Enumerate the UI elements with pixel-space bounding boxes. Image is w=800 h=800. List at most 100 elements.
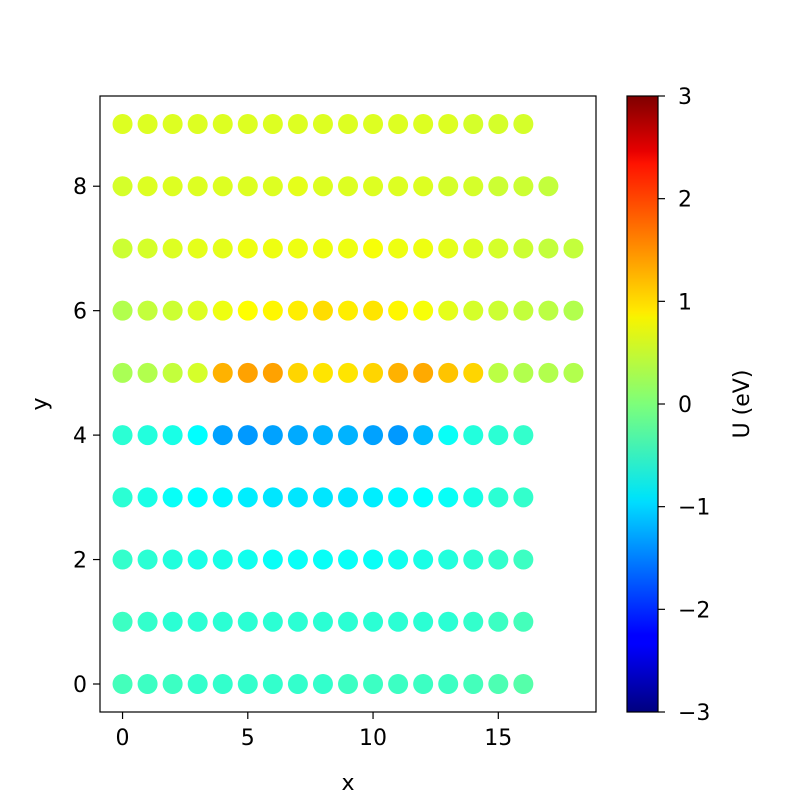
data-point bbox=[188, 425, 208, 445]
data-point bbox=[488, 363, 508, 383]
data-point bbox=[188, 674, 208, 694]
data-point bbox=[138, 487, 158, 507]
x-tick-label: 5 bbox=[241, 726, 255, 751]
data-point bbox=[263, 674, 283, 694]
data-point bbox=[138, 301, 158, 321]
data-point bbox=[488, 487, 508, 507]
data-point bbox=[438, 301, 458, 321]
data-point bbox=[363, 301, 383, 321]
data-point bbox=[238, 238, 258, 258]
data-point bbox=[113, 301, 133, 321]
data-point bbox=[488, 550, 508, 570]
data-point bbox=[438, 487, 458, 507]
data-point bbox=[338, 425, 358, 445]
data-point bbox=[388, 612, 408, 632]
colorbar-ticks: 3210−1−2−3 bbox=[658, 85, 710, 726]
x-tick-label: 0 bbox=[116, 726, 130, 751]
data-points bbox=[113, 114, 584, 694]
data-point bbox=[338, 176, 358, 196]
data-point bbox=[138, 550, 158, 570]
data-point bbox=[513, 114, 533, 134]
data-point bbox=[513, 674, 533, 694]
data-point bbox=[463, 612, 483, 632]
data-point bbox=[338, 550, 358, 570]
data-point bbox=[363, 425, 383, 445]
data-point bbox=[438, 114, 458, 134]
data-point bbox=[538, 301, 558, 321]
data-point bbox=[288, 674, 308, 694]
data-point bbox=[338, 363, 358, 383]
data-point bbox=[238, 301, 258, 321]
data-point bbox=[313, 176, 333, 196]
data-point bbox=[163, 238, 183, 258]
y-tick-label: 4 bbox=[73, 424, 87, 449]
data-point bbox=[413, 612, 433, 632]
data-point bbox=[263, 176, 283, 196]
data-point bbox=[213, 487, 233, 507]
data-point bbox=[188, 612, 208, 632]
data-point bbox=[363, 674, 383, 694]
data-point bbox=[138, 674, 158, 694]
data-point bbox=[188, 363, 208, 383]
data-point bbox=[138, 612, 158, 632]
data-point bbox=[438, 425, 458, 445]
data-point bbox=[288, 612, 308, 632]
data-point bbox=[463, 363, 483, 383]
colorbar bbox=[627, 96, 658, 712]
data-point bbox=[113, 674, 133, 694]
data-point bbox=[288, 363, 308, 383]
data-point bbox=[413, 301, 433, 321]
data-point bbox=[113, 114, 133, 134]
data-point bbox=[288, 550, 308, 570]
data-point bbox=[213, 176, 233, 196]
data-point bbox=[488, 238, 508, 258]
data-point bbox=[188, 176, 208, 196]
data-point bbox=[138, 238, 158, 258]
data-point bbox=[238, 487, 258, 507]
data-point bbox=[213, 363, 233, 383]
data-point bbox=[238, 674, 258, 694]
data-point bbox=[163, 612, 183, 632]
data-point bbox=[313, 674, 333, 694]
data-point bbox=[138, 176, 158, 196]
data-point bbox=[213, 301, 233, 321]
data-point bbox=[188, 550, 208, 570]
data-point bbox=[313, 487, 333, 507]
data-point bbox=[213, 612, 233, 632]
data-point bbox=[438, 363, 458, 383]
y-tick-label: 0 bbox=[73, 673, 87, 698]
colorbar-tick-label: 1 bbox=[678, 290, 692, 315]
data-point bbox=[338, 674, 358, 694]
data-point bbox=[438, 550, 458, 570]
data-point bbox=[488, 301, 508, 321]
colorbar-tick-label: −2 bbox=[678, 598, 710, 623]
data-point bbox=[563, 238, 583, 258]
data-point bbox=[388, 114, 408, 134]
data-point bbox=[288, 176, 308, 196]
data-point bbox=[288, 487, 308, 507]
data-point bbox=[163, 674, 183, 694]
data-point bbox=[113, 176, 133, 196]
data-point bbox=[488, 114, 508, 134]
data-point bbox=[263, 301, 283, 321]
data-point bbox=[213, 425, 233, 445]
data-point bbox=[288, 425, 308, 445]
data-point bbox=[263, 238, 283, 258]
data-point bbox=[313, 612, 333, 632]
data-point bbox=[513, 176, 533, 196]
data-point bbox=[463, 674, 483, 694]
data-point bbox=[563, 301, 583, 321]
data-point bbox=[188, 487, 208, 507]
data-point bbox=[163, 301, 183, 321]
data-point bbox=[463, 114, 483, 134]
data-point bbox=[113, 487, 133, 507]
data-point bbox=[113, 238, 133, 258]
data-point bbox=[313, 238, 333, 258]
data-point bbox=[313, 425, 333, 445]
data-point bbox=[388, 238, 408, 258]
data-point bbox=[513, 487, 533, 507]
data-point bbox=[163, 425, 183, 445]
y-tick-label: 6 bbox=[73, 300, 87, 325]
data-point bbox=[413, 674, 433, 694]
data-point bbox=[388, 176, 408, 196]
